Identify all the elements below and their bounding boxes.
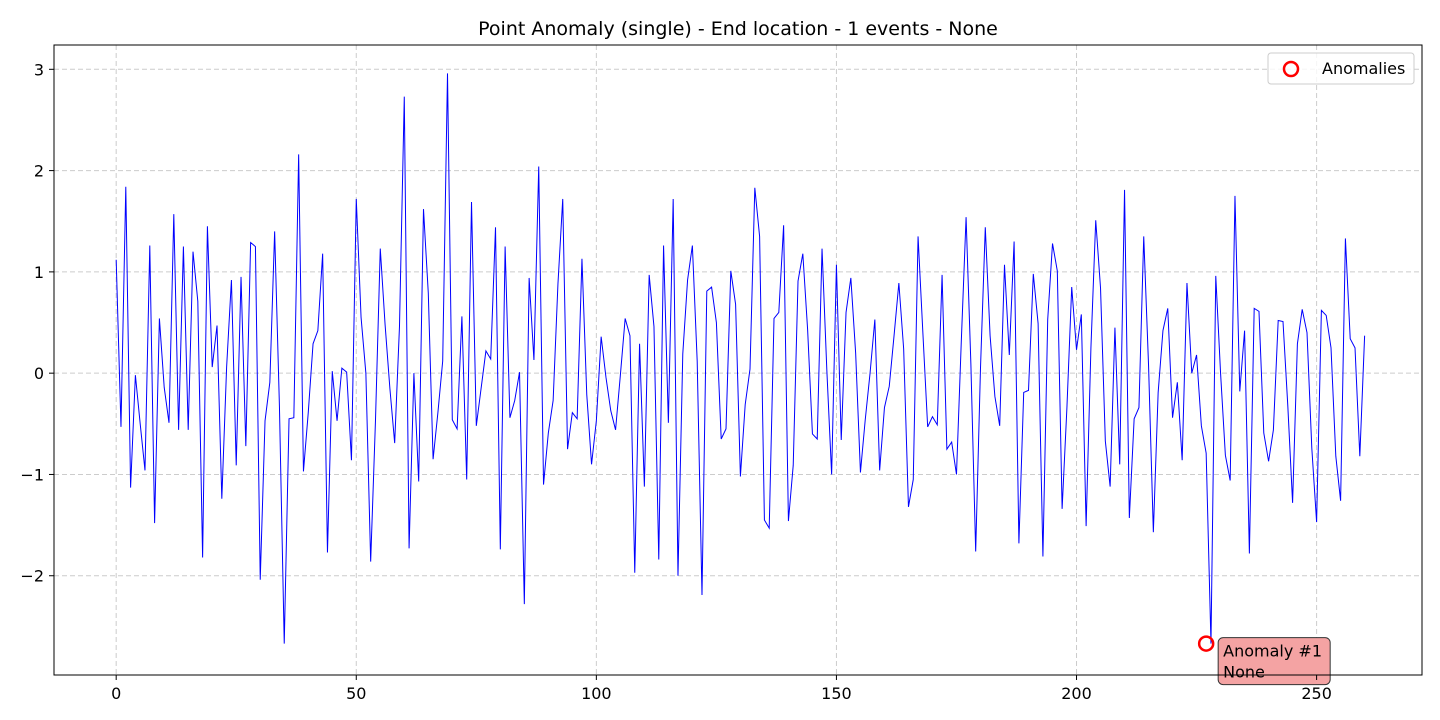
x-tick-label: 0 <box>111 684 121 703</box>
x-tick-label: 50 <box>346 684 366 703</box>
anomaly-annotation-type: None <box>1223 663 1265 682</box>
series-layer <box>115 73 1366 644</box>
y-tick-label: 2 <box>34 162 44 181</box>
y-tick-label: 0 <box>34 364 44 383</box>
anomaly-marker <box>1197 635 1215 652</box>
chart-title: Point Anomaly (single) - End location - … <box>478 18 998 40</box>
x-tick-label: 250 <box>1301 684 1332 703</box>
y-tick-label: 3 <box>34 60 44 79</box>
y-tick-label: 1 <box>34 263 44 282</box>
x-tick-label: 100 <box>581 684 612 703</box>
x-tick-label: 150 <box>821 684 852 703</box>
y-tick-label: −1 <box>20 465 44 484</box>
legend-box <box>1267 52 1415 85</box>
plot-frame <box>53 44 1423 676</box>
y-tick-label: −2 <box>20 567 44 586</box>
legend-label: Anomalies <box>1322 59 1405 78</box>
anomaly-annotation-title: Anomaly #1 <box>1223 642 1322 661</box>
anomaly-layer: Anomaly #1 None <box>1197 635 1331 686</box>
legend: Anomalies <box>1267 52 1415 85</box>
axes: 0 50 100 150 200 250 −2 −1 0 1 2 3 <box>20 44 1423 703</box>
series-line <box>115 73 1366 644</box>
legend-anomaly-marker <box>1282 60 1300 78</box>
x-tick-label: 200 <box>1061 684 1092 703</box>
anomaly-annotation-box <box>1217 637 1331 686</box>
